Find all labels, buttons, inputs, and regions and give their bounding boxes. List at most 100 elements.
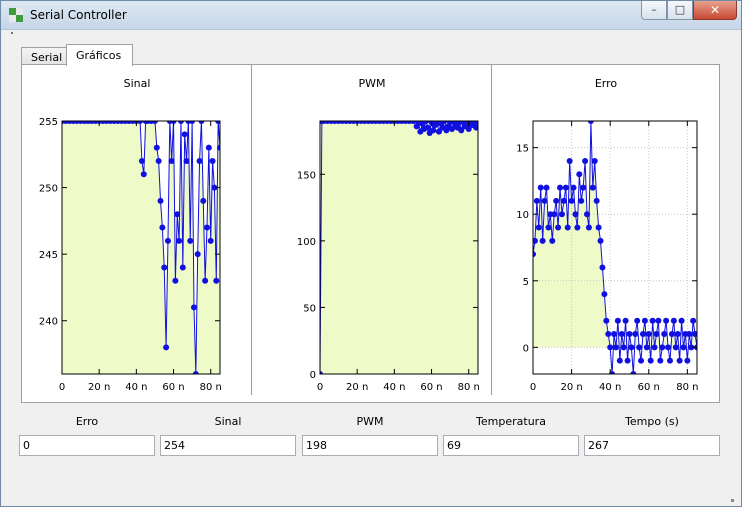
data-point [566, 157, 573, 164]
data-point [545, 224, 552, 231]
data-point [562, 184, 569, 191]
data-point [177, 121, 184, 124]
data-point [626, 331, 633, 338]
data-point [582, 157, 589, 164]
data-point [672, 344, 679, 351]
maximize-icon: □ [674, 3, 686, 16]
data-point [557, 184, 564, 191]
menu-dot [11, 32, 13, 34]
y-tick-label: 50 [303, 303, 316, 314]
chart-svg: 150 100 50 00 20 n 40 n 60 n 80 n [297, 120, 480, 393]
minimize-button[interactable]: – [641, 1, 667, 20]
tempo-field[interactable] [584, 435, 720, 456]
data-point [161, 264, 168, 271]
series-area [320, 121, 478, 374]
data-point [430, 127, 437, 134]
data-point [564, 224, 571, 231]
data-point [593, 197, 600, 204]
data-point [692, 331, 697, 338]
data-point [168, 157, 175, 164]
data-point [533, 237, 538, 244]
plot-frame [61, 120, 221, 375]
data-point [643, 344, 650, 351]
tab-label: Serial [31, 51, 63, 64]
x-tick-label: 80 n [458, 382, 480, 393]
data-point [535, 224, 542, 231]
data-point [670, 317, 677, 324]
resize-grip[interactable] [731, 499, 734, 502]
data-point [620, 344, 627, 351]
data-point [560, 197, 567, 204]
title-bar[interactable]: Serial Controller – □ ✕ [1, 1, 741, 30]
data-point [555, 224, 562, 231]
client-area: Serial Gráficos Sinal 255 250 245 240 0 20 n 4… [2, 30, 740, 506]
data-point [189, 121, 196, 124]
data-point [533, 251, 536, 258]
data-point [674, 331, 681, 338]
data-point [137, 121, 144, 124]
data-point [174, 211, 181, 218]
data-point [605, 331, 612, 338]
pwm-field[interactable] [302, 435, 438, 456]
data-point [475, 121, 478, 124]
temperatura-field[interactable] [443, 435, 579, 456]
data-point [666, 357, 673, 364]
erro-field[interactable] [19, 435, 155, 456]
data-point [205, 144, 212, 151]
data-point [599, 264, 606, 271]
data-point [645, 331, 652, 338]
tab-graficos[interactable]: Gráficos [66, 44, 133, 66]
field-label-sinal: Sinal [214, 415, 242, 428]
data-point [422, 121, 429, 124]
plot-divider[interactable] [491, 65, 492, 395]
data-point [209, 157, 216, 164]
data-point [458, 127, 465, 134]
data-point [665, 344, 672, 351]
data-point [576, 171, 583, 178]
data-point [543, 184, 550, 191]
data-point [663, 317, 670, 324]
data-point [574, 224, 581, 231]
data-point [200, 197, 207, 204]
x-tick-label: 20 n [88, 382, 110, 393]
plot-content [533, 121, 697, 374]
y-tick-label: 0 [523, 343, 529, 354]
close-button[interactable]: ✕ [693, 1, 737, 20]
x-tick-label: 20 n [346, 382, 368, 393]
plot-erro[interactable]: Erro 15 10 5 0 0 20 n 40 n 60 n 80 n [492, 65, 720, 402]
data-point [659, 344, 666, 351]
data-point [181, 131, 188, 138]
x-tick-label: 80 n [200, 382, 222, 393]
y-tick-label: 10 [516, 210, 529, 221]
y-tick-label: 15 [516, 144, 529, 155]
data-point [558, 211, 565, 218]
data-point [624, 357, 631, 364]
data-point [320, 371, 323, 374]
data-point [572, 211, 579, 218]
x-tick-label: 40 n [383, 382, 405, 393]
y-tick-label: 250 [39, 184, 58, 195]
plot-sinal[interactable]: Sinal 255 250 245 240 0 20 n 40 n 60 n 80 n [22, 65, 252, 402]
data-point [196, 157, 203, 164]
data-point [636, 344, 643, 351]
series-area [62, 121, 220, 374]
field-label-tempo: Tempo (s) [625, 415, 679, 428]
data-point [155, 157, 162, 164]
plot-pwm[interactable]: PWM 150 100 50 0 0 20 n 40 n 60 n 80 n [252, 65, 492, 402]
data-point [215, 121, 220, 124]
x-tick-label: 60 n [420, 382, 442, 393]
data-point [601, 291, 608, 298]
data-point [570, 184, 577, 191]
window-title: Serial Controller [30, 8, 127, 22]
plot-divider[interactable] [251, 65, 252, 395]
data-point [611, 331, 618, 338]
y-tick-label: 100 [297, 237, 316, 248]
maximize-button[interactable]: □ [667, 1, 693, 20]
y-tick-label: 255 [39, 117, 58, 128]
data-point [537, 184, 544, 191]
window-controls: – □ ✕ [641, 1, 737, 21]
sinal-field[interactable] [160, 435, 296, 456]
data-point [163, 344, 170, 351]
plot-frame [319, 120, 479, 375]
status-fields: Erro Sinal PWM Temperatura Tempo (s) [2, 410, 740, 470]
